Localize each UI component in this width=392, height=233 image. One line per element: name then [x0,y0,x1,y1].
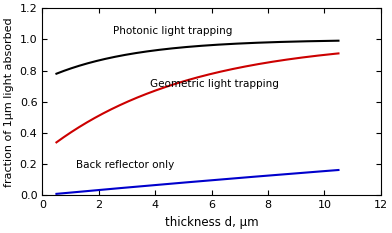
Text: Back reflector only: Back reflector only [76,160,174,170]
Text: Geometric light trapping: Geometric light trapping [149,79,278,89]
X-axis label: thickness d, μm: thickness d, μm [165,216,258,229]
Y-axis label: fraction of 1μm light absorbed: fraction of 1μm light absorbed [4,17,14,187]
Text: Photonic light trapping: Photonic light trapping [113,26,232,36]
